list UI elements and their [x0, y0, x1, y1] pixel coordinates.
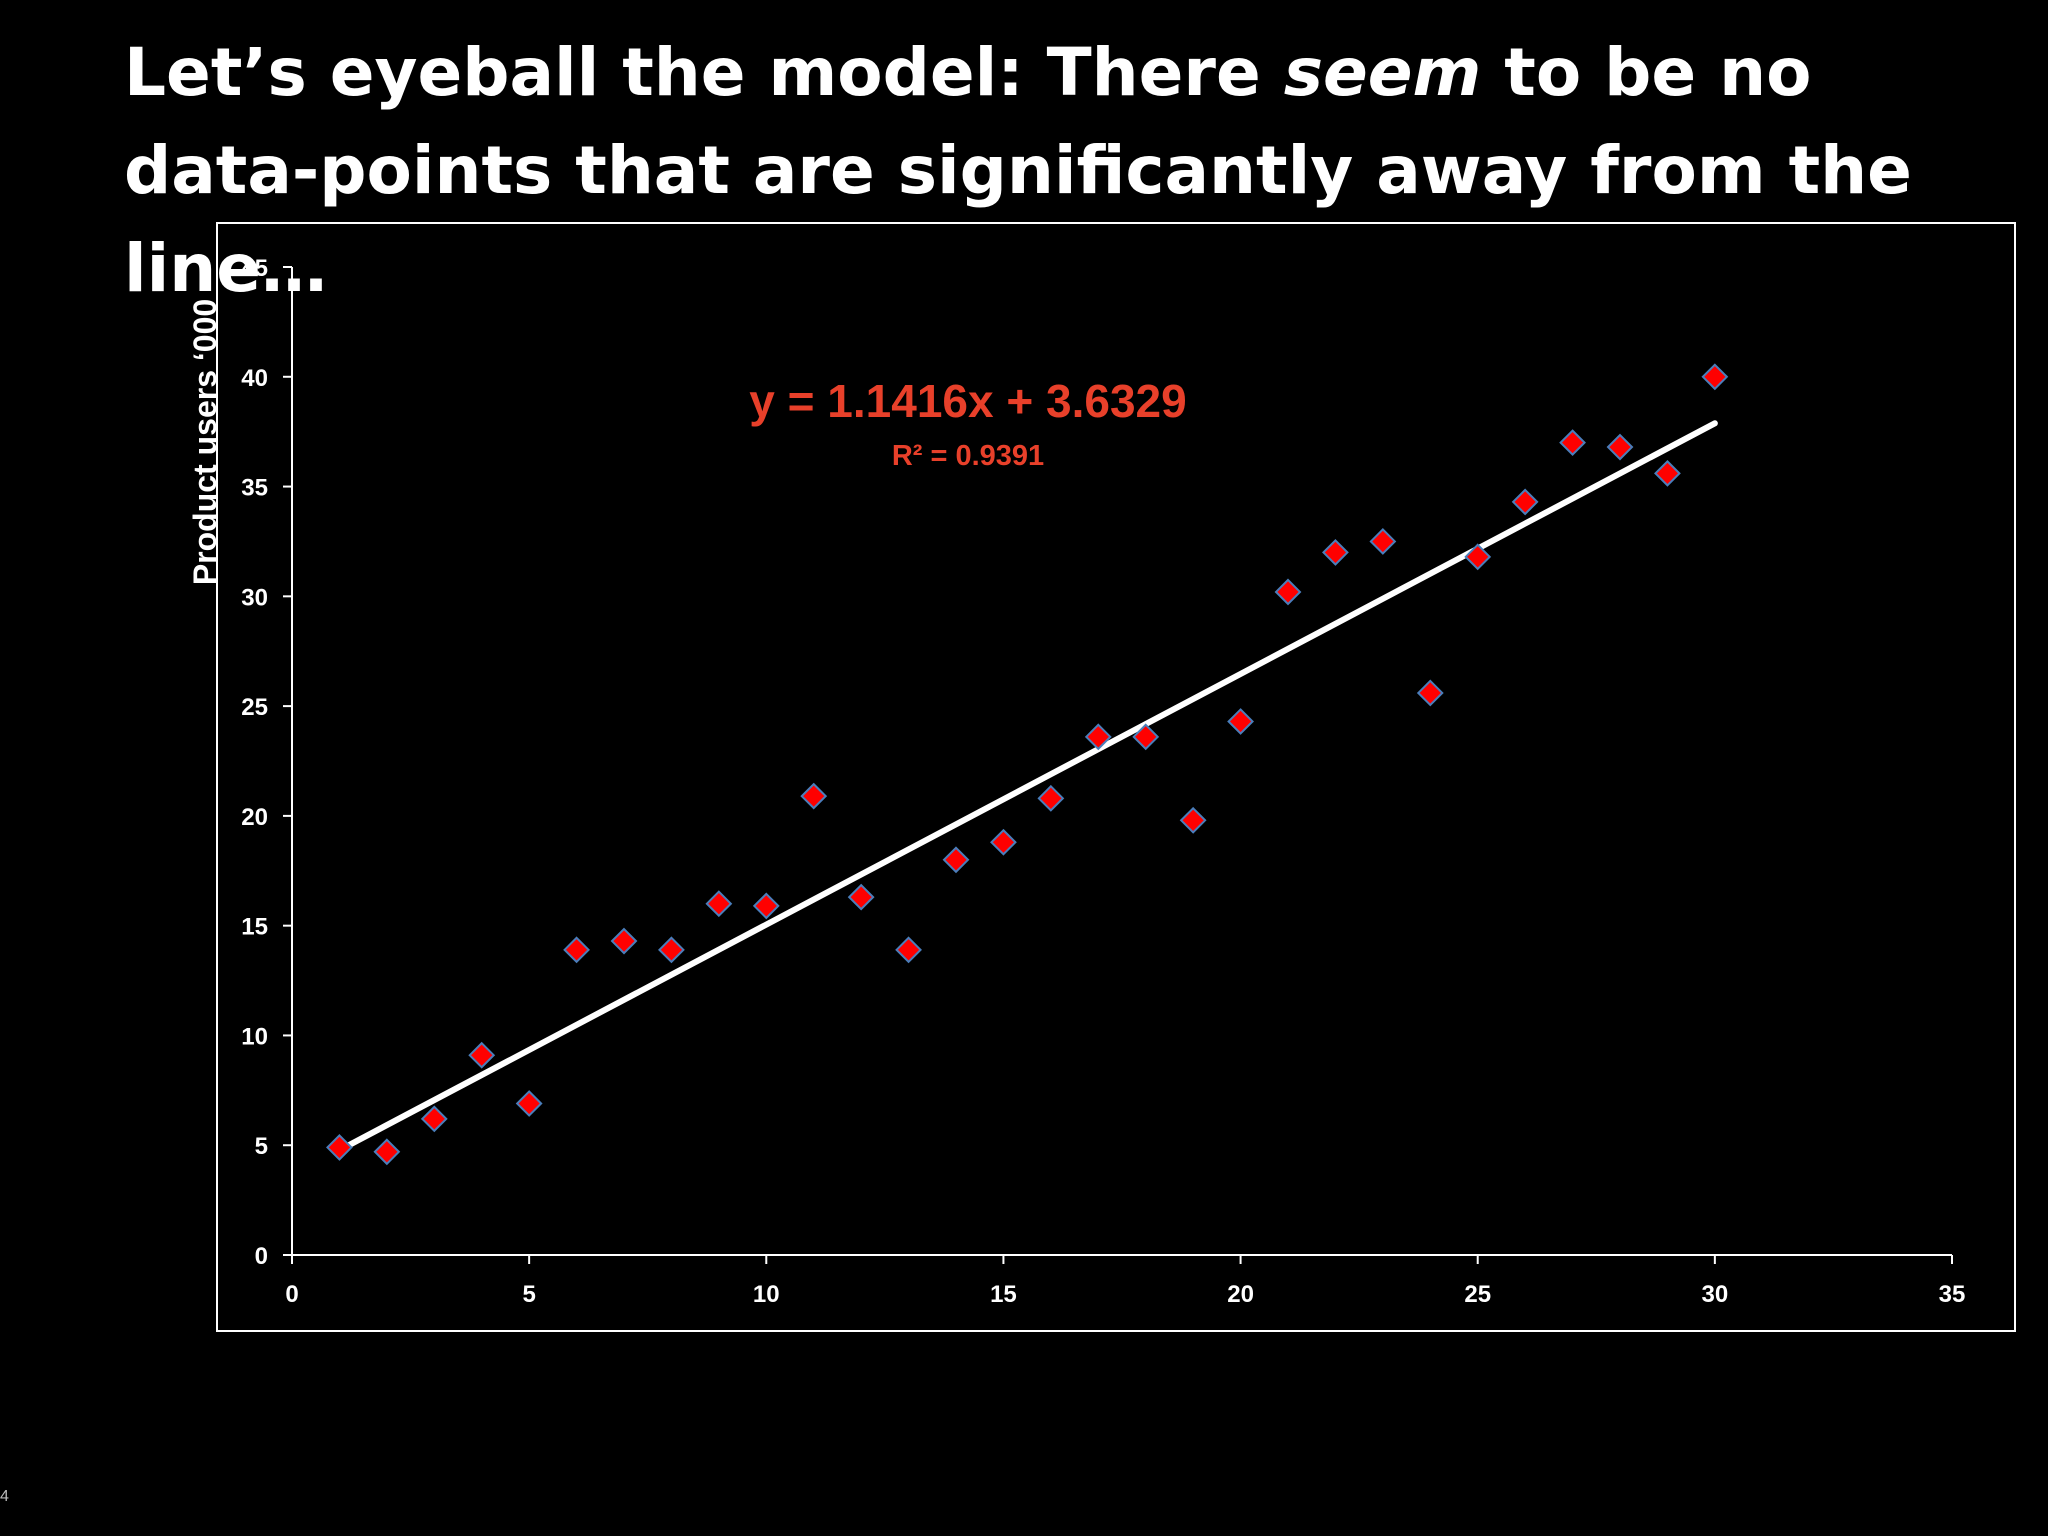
data-point [1037, 784, 1065, 812]
data-point [326, 1134, 353, 1161]
data-points [326, 363, 1729, 1166]
data-point [1701, 363, 1729, 391]
chart-frame [216, 222, 2016, 1332]
x-tick-label: 10 [753, 1281, 780, 1308]
data-point [1274, 578, 1302, 606]
data-point [1416, 679, 1444, 707]
y-tick-label: 45 [241, 255, 268, 282]
data-point [1606, 433, 1634, 461]
x-tick-label: 5 [522, 1281, 535, 1308]
x-tick-label: 15 [990, 1281, 1017, 1308]
y-tick-label: 10 [241, 1023, 268, 1050]
x-tick-label: 30 [1702, 1281, 1729, 1308]
title-text-start: Let’s eyeball the model: There [124, 34, 1284, 111]
y-tick-label: 25 [241, 694, 268, 721]
data-point [1369, 528, 1397, 555]
y-tick-label: 15 [241, 914, 268, 941]
data-point [658, 936, 685, 964]
data-point [1179, 806, 1207, 834]
y-tick-label: 5 [255, 1133, 268, 1160]
data-point [800, 782, 828, 810]
axes: 0 5 10 15 20 25 30 35 40 45 0 5 10 15 20 25 30 35 [241, 255, 1965, 1308]
data-point [752, 892, 780, 920]
data-point [942, 846, 970, 874]
y-tick-label: 20 [241, 804, 268, 831]
data-point [610, 927, 638, 955]
data-point [515, 1090, 543, 1117]
trendline-equation: y = 1.1416x + 3.6329 [749, 375, 1186, 427]
data-point [1084, 723, 1112, 751]
data-point [847, 883, 875, 911]
data-point [990, 828, 1017, 856]
slide-number: 4 [0, 1488, 9, 1505]
y-tick-label: 40 [241, 365, 268, 392]
x-tick-label: 25 [1464, 1281, 1491, 1308]
title-emphasis: seem [1283, 34, 1482, 111]
data-point [1227, 708, 1254, 735]
data-point [1464, 543, 1492, 571]
data-point [468, 1041, 496, 1069]
data-point [1654, 459, 1681, 487]
data-point [563, 936, 590, 964]
data-point [1132, 723, 1160, 751]
data-point [1559, 429, 1586, 457]
slide-title: Let’s eyeball the model: There seem to b… [124, 24, 2004, 318]
data-point [705, 890, 733, 918]
data-point [1511, 488, 1539, 516]
data-point [420, 1105, 448, 1133]
data-point [373, 1138, 401, 1166]
trendline [336, 420, 1718, 1154]
y-tick-label: 35 [241, 475, 268, 502]
y-tick-label: 0 [255, 1243, 268, 1270]
title-text-end: to be no data-points that are significan… [124, 34, 1912, 307]
x-tick-label: 35 [1939, 1281, 1966, 1308]
y-axis-title: Product users ‘000 [187, 299, 223, 585]
data-point [1322, 539, 1349, 566]
r-squared-label: R² = 0.9391 [892, 440, 1044, 472]
trendline-layer [336, 420, 1718, 1154]
x-tick-label: 0 [285, 1281, 298, 1308]
y-tick-label: 30 [241, 584, 268, 611]
x-tick-label: 20 [1227, 1281, 1254, 1308]
data-point [895, 936, 922, 964]
